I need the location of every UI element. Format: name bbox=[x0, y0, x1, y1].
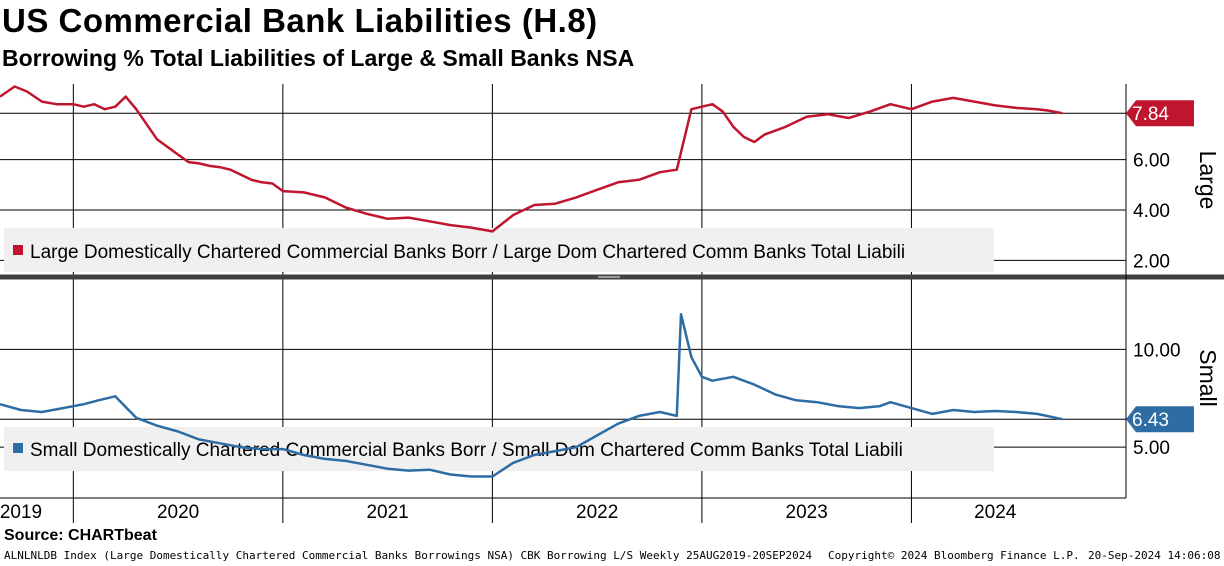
timestamp: 20-Sep-2024 14:06:08 bbox=[1088, 549, 1221, 562]
small-y-tick-label: 10.00 bbox=[1133, 340, 1181, 361]
x-tick-label: 2019 bbox=[0, 502, 42, 523]
small-banks-line bbox=[0, 312, 1063, 478]
legend-small-swatch bbox=[13, 443, 23, 453]
source-label: Source: CHARTbeat bbox=[4, 527, 157, 544]
large-y-tick-label: 2.00 bbox=[1133, 251, 1170, 272]
large-last-value-tag: 7.84 bbox=[1126, 100, 1194, 127]
large-y-tick-label: 4.00 bbox=[1133, 201, 1170, 222]
side-label-large: Large bbox=[1195, 151, 1221, 210]
large-y-tick-label: 6.00 bbox=[1133, 151, 1170, 172]
x-tick-label: 2021 bbox=[366, 502, 408, 523]
page-subtitle: Borrowing % Total Liabilities of Large &… bbox=[2, 45, 635, 71]
legend-small-box bbox=[4, 427, 994, 471]
legend-large-box bbox=[4, 228, 994, 272]
x-tick-label: 2023 bbox=[786, 502, 828, 523]
x-tick-label: 2024 bbox=[974, 502, 1017, 523]
large-last-value: 7.84 bbox=[1132, 104, 1169, 125]
small-last-value: 6.43 bbox=[1132, 410, 1169, 431]
legend-small-label: Small Domestically Chartered Commercial … bbox=[30, 440, 903, 461]
legend-large-label: Large Domestically Chartered Commercial … bbox=[30, 242, 905, 263]
small-y-tick-label: 5.00 bbox=[1133, 438, 1170, 459]
copyright: Copyright© 2024 Bloomberg Finance L.P. bbox=[828, 549, 1080, 562]
series-description: ALNLNLDB Index (Large Domestically Chart… bbox=[4, 549, 812, 562]
small-last-value-tag: 6.43 bbox=[1126, 406, 1194, 433]
x-tick-label: 2020 bbox=[157, 502, 199, 523]
x-tick-label: 2022 bbox=[576, 502, 618, 523]
side-label-small: Small bbox=[1195, 349, 1221, 407]
legend-large-swatch bbox=[13, 245, 23, 255]
large-banks-line bbox=[0, 85, 1063, 233]
page-title: US Commercial Bank Liabilities (H.8) bbox=[2, 2, 598, 39]
